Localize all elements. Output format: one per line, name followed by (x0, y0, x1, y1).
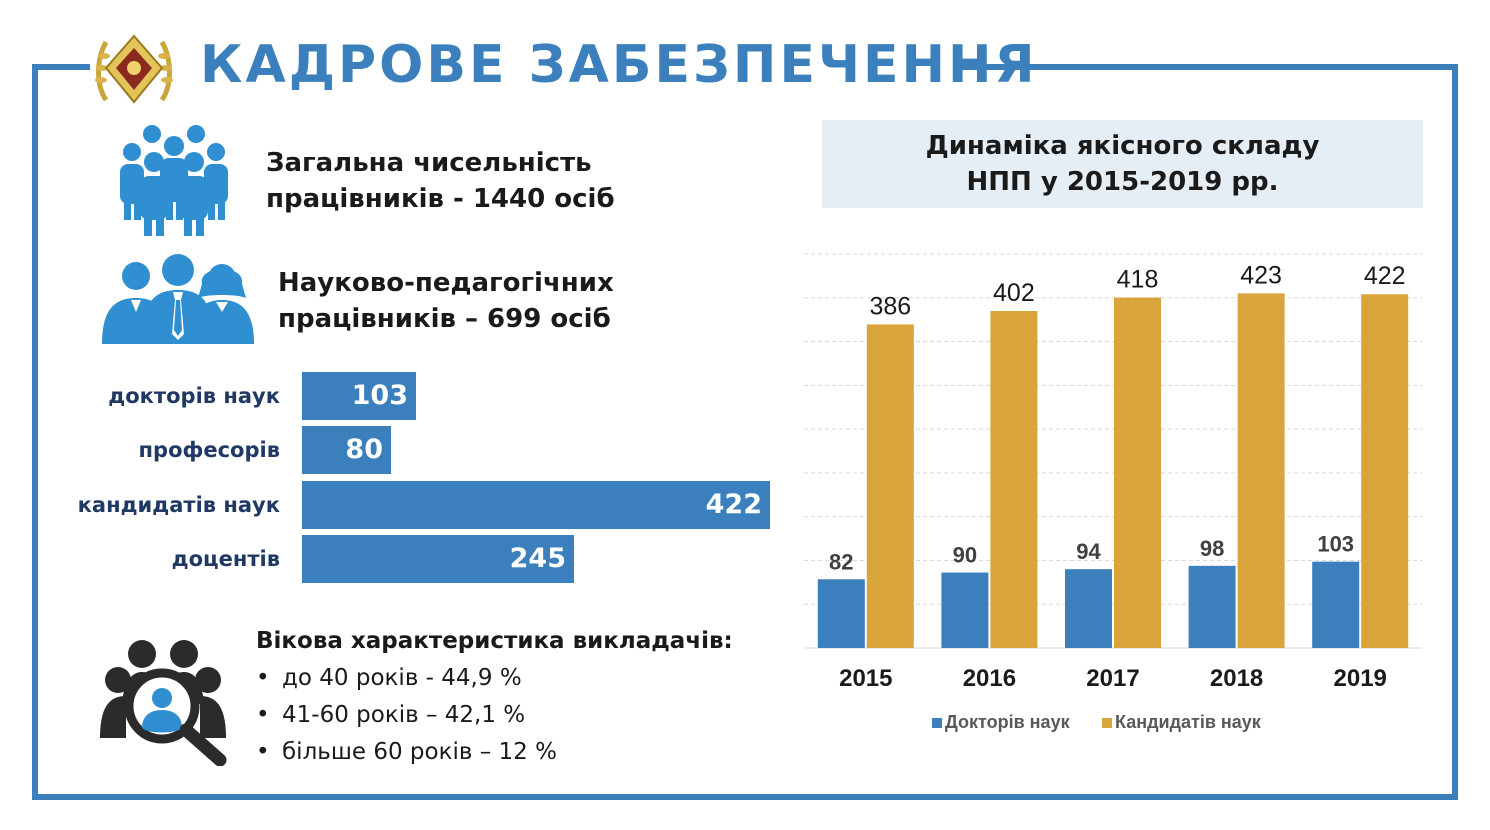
chart-title-line1: Динаміка якісного складу (925, 131, 1320, 161)
age-characteristic-title: Вікова характеристика викладачів: (256, 628, 733, 654)
x-tick-label: 2019 (1334, 665, 1387, 692)
age-item-under-40: до 40 років - 44,9 % (256, 660, 557, 697)
age-characteristic-list: до 40 років - 44,9 % 41-60 років – 42,1 … (256, 660, 557, 771)
age-item-over-60: більше 60 років – 12 % (256, 734, 557, 771)
search-people-icon (100, 640, 227, 766)
data-label: 422 (1364, 262, 1406, 290)
emblem-logo (95, 34, 173, 104)
composition-bar-professors: 80 (302, 426, 391, 474)
data-label: 386 (869, 292, 911, 320)
composition-bar-candidates: 422 (302, 481, 770, 529)
legend-swatch (1102, 718, 1112, 728)
composition-value-candidates: 422 (705, 489, 762, 520)
total-staff-line1: Загальна чисельність (266, 148, 592, 178)
bar-doctors-2019 (1312, 561, 1360, 648)
people-group-icon (120, 125, 228, 236)
chart-title-line2: НПП у 2015-2019 рр. (966, 167, 1279, 197)
bar-candidates-2018 (1237, 293, 1285, 648)
composition-value-docents: 245 (509, 543, 566, 574)
chart-title-box: Динаміка якісного складу НПП у 2015-2019… (822, 120, 1423, 208)
quality-composition-chart: 82 386 2015 90 402 2016 94 418 2017 98 423 2018 103 4… (804, 253, 1422, 732)
legend-label: Кандидатів наук (1115, 712, 1262, 732)
age-item-41-60: 41-60 років – 42,1 % (256, 697, 557, 734)
business-people-icon (102, 254, 254, 344)
npp-staff-line2: працівників – 699 осіб (278, 304, 611, 334)
x-tick-label: 2015 (839, 665, 892, 692)
composition-label-professors: професорів (138, 438, 280, 462)
composition-label-docents: доцентів (171, 547, 280, 571)
composition-value-doctors: 103 (351, 380, 408, 411)
bar-candidates-2017 (1114, 297, 1161, 648)
npp-staff-line1: Науково-педагогічних (278, 268, 614, 298)
bar-doctors-2016 (941, 572, 989, 648)
data-label: 94 (1076, 539, 1101, 564)
x-tick-label: 2018 (1210, 665, 1263, 692)
bar-candidates-2016 (990, 311, 1038, 648)
frame-top-left-segment (32, 64, 90, 70)
composition-label-doctors: докторів наук (108, 384, 280, 408)
composition-bar-doctors: 103 (302, 372, 416, 420)
total-staff-line2: працівників - 1440 осіб (266, 184, 615, 214)
frame-top-right-segment (958, 64, 1458, 70)
bar-doctors-2018 (1188, 565, 1236, 648)
data-label: 82 (829, 549, 853, 574)
bar-doctors-2015 (817, 579, 865, 648)
composition-label-candidates: кандидатів наук (77, 493, 280, 517)
bar-candidates-2019 (1361, 294, 1409, 648)
composition-bar-docents: 245 (302, 535, 574, 583)
data-label: 98 (1200, 536, 1224, 561)
content-frame (32, 64, 1458, 800)
data-label: 402 (993, 279, 1035, 307)
x-tick-label: 2016 (963, 665, 1016, 692)
data-label: 423 (1240, 261, 1282, 289)
bar-doctors-2017 (1065, 569, 1112, 648)
legend-label: Докторів наук (945, 712, 1071, 732)
x-tick-label: 2017 (1086, 665, 1139, 692)
data-label: 90 (953, 543, 977, 568)
legend-swatch (932, 718, 942, 728)
page-title: КАДРОВЕ ЗАБЕЗПЕЧЕННЯ (200, 35, 1038, 95)
composition-value-professors: 80 (345, 434, 383, 465)
bar-candidates-2015 (866, 324, 914, 648)
data-label: 418 (1117, 266, 1159, 294)
data-label: 103 (1317, 532, 1354, 557)
